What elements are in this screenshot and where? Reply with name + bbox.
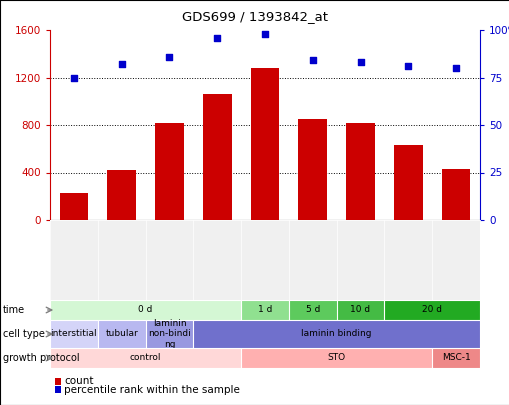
- Point: [356, 59, 364, 66]
- Bar: [393, 145, 422, 220]
- Bar: [346, 123, 374, 220]
- Point: [70, 74, 78, 81]
- Text: 0 d: 0 d: [138, 305, 152, 315]
- Text: 20 d: 20 d: [421, 305, 441, 315]
- Bar: [250, 68, 279, 220]
- Bar: [107, 170, 136, 220]
- Text: GDS699 / 1393842_at: GDS699 / 1393842_at: [182, 10, 327, 23]
- Text: count: count: [64, 376, 94, 386]
- Text: percentile rank within the sample: percentile rank within the sample: [64, 385, 240, 395]
- Bar: [155, 123, 183, 220]
- Bar: [203, 94, 231, 220]
- Point: [165, 53, 173, 60]
- Text: cell type: cell type: [3, 329, 44, 339]
- Point: [451, 65, 459, 71]
- Bar: [60, 193, 88, 220]
- Point: [308, 57, 316, 64]
- Text: control: control: [130, 354, 161, 362]
- Text: 10 d: 10 d: [350, 305, 370, 315]
- Text: tubular: tubular: [105, 330, 138, 339]
- Text: growth protocol: growth protocol: [3, 353, 79, 363]
- Text: interstitial: interstitial: [50, 330, 97, 339]
- Text: time: time: [3, 305, 24, 315]
- Bar: [298, 119, 326, 220]
- Text: STO: STO: [327, 354, 345, 362]
- Point: [404, 63, 412, 69]
- Bar: [441, 169, 469, 220]
- Text: MSC-1: MSC-1: [441, 354, 470, 362]
- Text: 5 d: 5 d: [305, 305, 319, 315]
- Point: [261, 30, 269, 37]
- Point: [213, 34, 221, 41]
- Text: laminin binding: laminin binding: [301, 330, 371, 339]
- Point: [118, 61, 126, 68]
- Text: 1 d: 1 d: [258, 305, 272, 315]
- Text: laminin
non-bindi
ng: laminin non-bindi ng: [148, 319, 190, 349]
